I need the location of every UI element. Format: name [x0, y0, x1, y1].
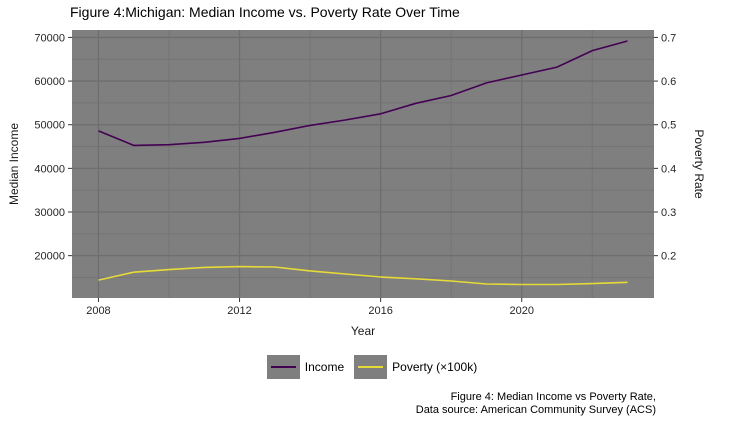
- caption-line-1: Figure 4: Median Income vs Poverty Rate,: [450, 391, 656, 403]
- y-tick-label-right: 0.3: [661, 207, 676, 219]
- income-line-swatch: [270, 366, 296, 368]
- y-tick-label-left: 40000: [34, 163, 65, 175]
- plot-panel: [72, 30, 654, 298]
- y-tick-label-right: 0.6: [661, 76, 676, 88]
- y-tick-label-right: 0.2: [661, 251, 676, 263]
- series-line-poverty: [98, 265, 628, 286]
- y-tick-label-left: 60000: [34, 76, 65, 88]
- y-tick-label-right: 0.4: [661, 163, 676, 175]
- legend-key-poverty: [354, 355, 388, 379]
- y-tick-label-right: 0.7: [661, 32, 676, 44]
- y-tick-label-left: 30000: [34, 207, 65, 219]
- legend-key-income: [266, 355, 300, 379]
- x-axis-title: Year: [350, 324, 376, 338]
- right-axis-title: Poverty Rate: [692, 129, 706, 199]
- x-tick-label: 2016: [368, 305, 392, 317]
- x-tick-label: 2020: [509, 305, 533, 317]
- caption: Figure 4: Median Income vs Poverty Rate,…: [416, 391, 656, 417]
- series-line-income: [98, 40, 628, 147]
- y-tick-label-right: 0.5: [661, 120, 676, 132]
- x-tick-label: 2008: [86, 305, 110, 317]
- poverty-line-swatch: [358, 366, 384, 368]
- y-tick-label-left: 70000: [34, 32, 65, 44]
- legend-label-income: Income: [304, 360, 345, 374]
- left-axis-title: Median Income: [7, 122, 21, 206]
- y-tick-label-left: 50000: [34, 120, 65, 132]
- legend-entry-poverty: Poverty (×100k): [354, 355, 477, 379]
- legend-label-poverty: Poverty (×100k): [392, 360, 478, 374]
- x-tick-label: 2012: [227, 305, 251, 317]
- chart-title: Figure 4:Michigan: Median Income vs. Pov…: [70, 4, 460, 20]
- legend-entry-income: Income: [266, 355, 345, 379]
- caption-line-2: Data source: American Community Survey (…: [415, 404, 656, 416]
- y-tick-label-left: 20000: [34, 251, 65, 263]
- legend: Income Poverty (×100k): [0, 355, 744, 379]
